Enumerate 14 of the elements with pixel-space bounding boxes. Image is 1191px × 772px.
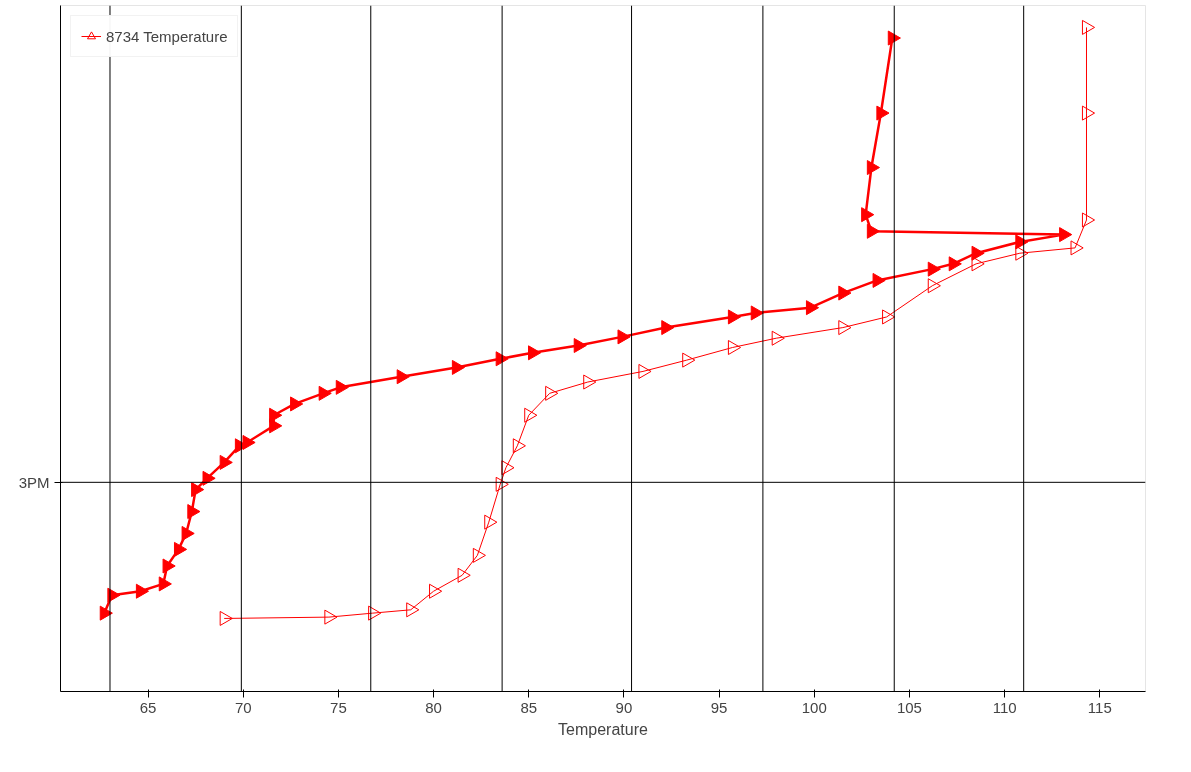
x-tick-label: 70 [234, 698, 252, 716]
x-tick-label: 85 [520, 698, 538, 716]
legend-label: 8734 Temperature [106, 27, 228, 45]
x-tick-label: 100 [801, 698, 827, 716]
x-tick-label: 65 [139, 698, 157, 716]
x-tick-label: 80 [425, 698, 442, 716]
x-tick-label: 90 [615, 698, 633, 716]
x-tick-label: 95 [710, 698, 728, 716]
x-tick-label: 110 [992, 698, 1017, 716]
ref-line-label: 3PM [18, 473, 50, 491]
x-tick-label: 75 [330, 698, 347, 716]
x-tick-label: 115 [1087, 698, 1112, 716]
x-axis-title: Temperature [558, 720, 649, 738]
x-tick-label: 105 [896, 698, 922, 716]
